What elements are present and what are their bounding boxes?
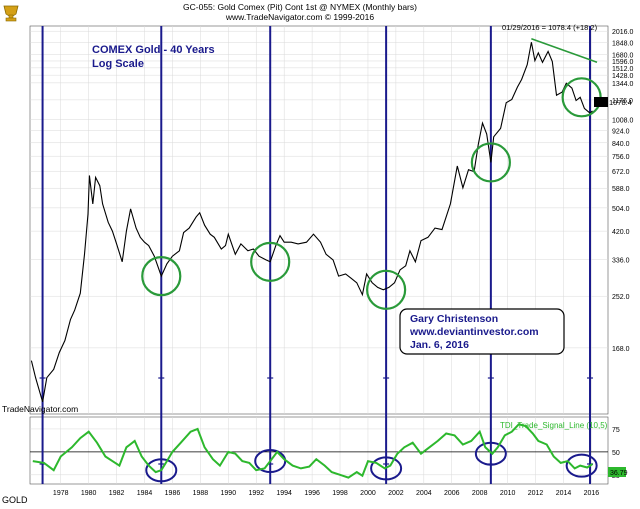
price-y-tick-label: 1512.0	[612, 66, 634, 73]
resistance-trendline	[531, 38, 598, 64]
cycle-low-indicator-circle	[145, 458, 178, 483]
price-y-tick-label: 1680.0	[612, 52, 634, 59]
chart-subtitle: Log Scale	[92, 58, 144, 70]
price-y-tick-label: 1596.0	[612, 59, 634, 66]
author-name: Gary Christenson	[410, 313, 498, 325]
x-tick-label: 2008	[472, 490, 488, 497]
price-y-tick-label: 2016.0	[612, 29, 634, 36]
chart-header-subtitle: www.TradeNavigator.com © 1999-2016	[225, 12, 374, 22]
price-y-tick-label: 672.0	[612, 169, 630, 176]
x-tick-label: 1986	[165, 490, 181, 497]
indicator-panel-frame	[29, 416, 609, 485]
cycle-low-price-circle	[366, 269, 407, 310]
x-tick-label: 1984	[137, 490, 153, 497]
author-site: www.deviantinvestor.com	[409, 326, 539, 338]
tdi-signal-line	[32, 423, 594, 479]
last-indicator-label: 36.79	[610, 470, 628, 477]
x-tick-label: 1996	[304, 490, 320, 497]
x-tick-label: 1992	[248, 490, 264, 497]
price-annotation: 01/29/2016 = 1078.4 (+18.2)	[502, 23, 598, 32]
price-y-tick-label: 252.0	[612, 294, 630, 301]
x-tick-label: 2014	[556, 490, 572, 497]
price-y-tick-label: 168.0	[612, 346, 630, 353]
price-y-tick-label: 504.0	[612, 206, 630, 213]
price-y-tick-label: 336.0	[612, 258, 630, 265]
price-y-tick-label: 840.0	[612, 141, 630, 148]
chart-header-title: GC-055: Gold Comex (Pit) Cont 1st @ NYME…	[183, 2, 417, 12]
last-price-tag: 1078.4	[594, 97, 632, 107]
indicator-y-tick-label: 50	[612, 450, 620, 457]
price-y-tick-label: 924.0	[612, 129, 630, 136]
author-annotation-box: Gary Christenson www.deviantinvestor.com…	[399, 308, 565, 355]
price-y-tick-label: 420.0	[612, 229, 630, 236]
chart-title: COMEX Gold - 40 Years	[92, 44, 215, 56]
x-tick-label: 1998	[332, 490, 348, 497]
x-tick-label: 2004	[416, 490, 432, 497]
symbol-label: GOLD	[2, 495, 28, 505]
x-tick-label: 2010	[500, 490, 516, 497]
price-y-tick-label: 588.0	[612, 186, 630, 193]
x-tick-label: 1994	[276, 490, 292, 497]
cycle-low-price-circle	[250, 241, 291, 282]
watermark-label: TradeNavigator.com	[2, 404, 78, 414]
cycle-low-price-circle	[470, 142, 511, 183]
x-tick-label: 2002	[388, 490, 404, 497]
x-tick-label: 1980	[81, 490, 97, 497]
cycle-low-indicator-circle	[370, 456, 403, 481]
last-price-label: 1078.4	[609, 98, 632, 107]
last-indicator-tag: 36.79	[608, 467, 628, 477]
cycle-low-indicator-circle	[565, 453, 598, 478]
price-y-tick-label: 1008.0	[612, 118, 634, 125]
x-tick-label: 1982	[109, 490, 125, 497]
cycle-low-indicator-circle	[474, 441, 507, 466]
author-date: Jan. 6, 2016	[410, 339, 469, 351]
indicator-title: TDI_Trade_Signal_Line (10,5)	[500, 421, 608, 430]
trophy-logo-icon	[3, 5, 19, 22]
x-tick-label: 1978	[53, 490, 69, 497]
price-y-tick-label: 1344.0	[612, 81, 634, 88]
indicator-y-tick-label: 75	[612, 427, 620, 434]
x-tick-label: 2016	[584, 490, 600, 497]
price-y-tick-label: 1428.0	[612, 73, 634, 80]
x-tick-label: 2012	[528, 490, 544, 497]
x-tick-label: 2006	[444, 490, 460, 497]
x-tick-label: 1988	[193, 490, 209, 497]
x-tick-label: 2000	[360, 490, 376, 497]
gold-price-line	[30, 42, 593, 403]
cycle-low-price-circle	[141, 256, 182, 297]
price-y-tick-label: 756.0	[612, 154, 630, 161]
price-y-tick-label: 1848.0	[612, 40, 634, 47]
price-y-tick-label: 1176.0	[612, 98, 633, 105]
price-panel-frame	[29, 25, 609, 415]
x-tick-label: 1990	[221, 490, 237, 497]
